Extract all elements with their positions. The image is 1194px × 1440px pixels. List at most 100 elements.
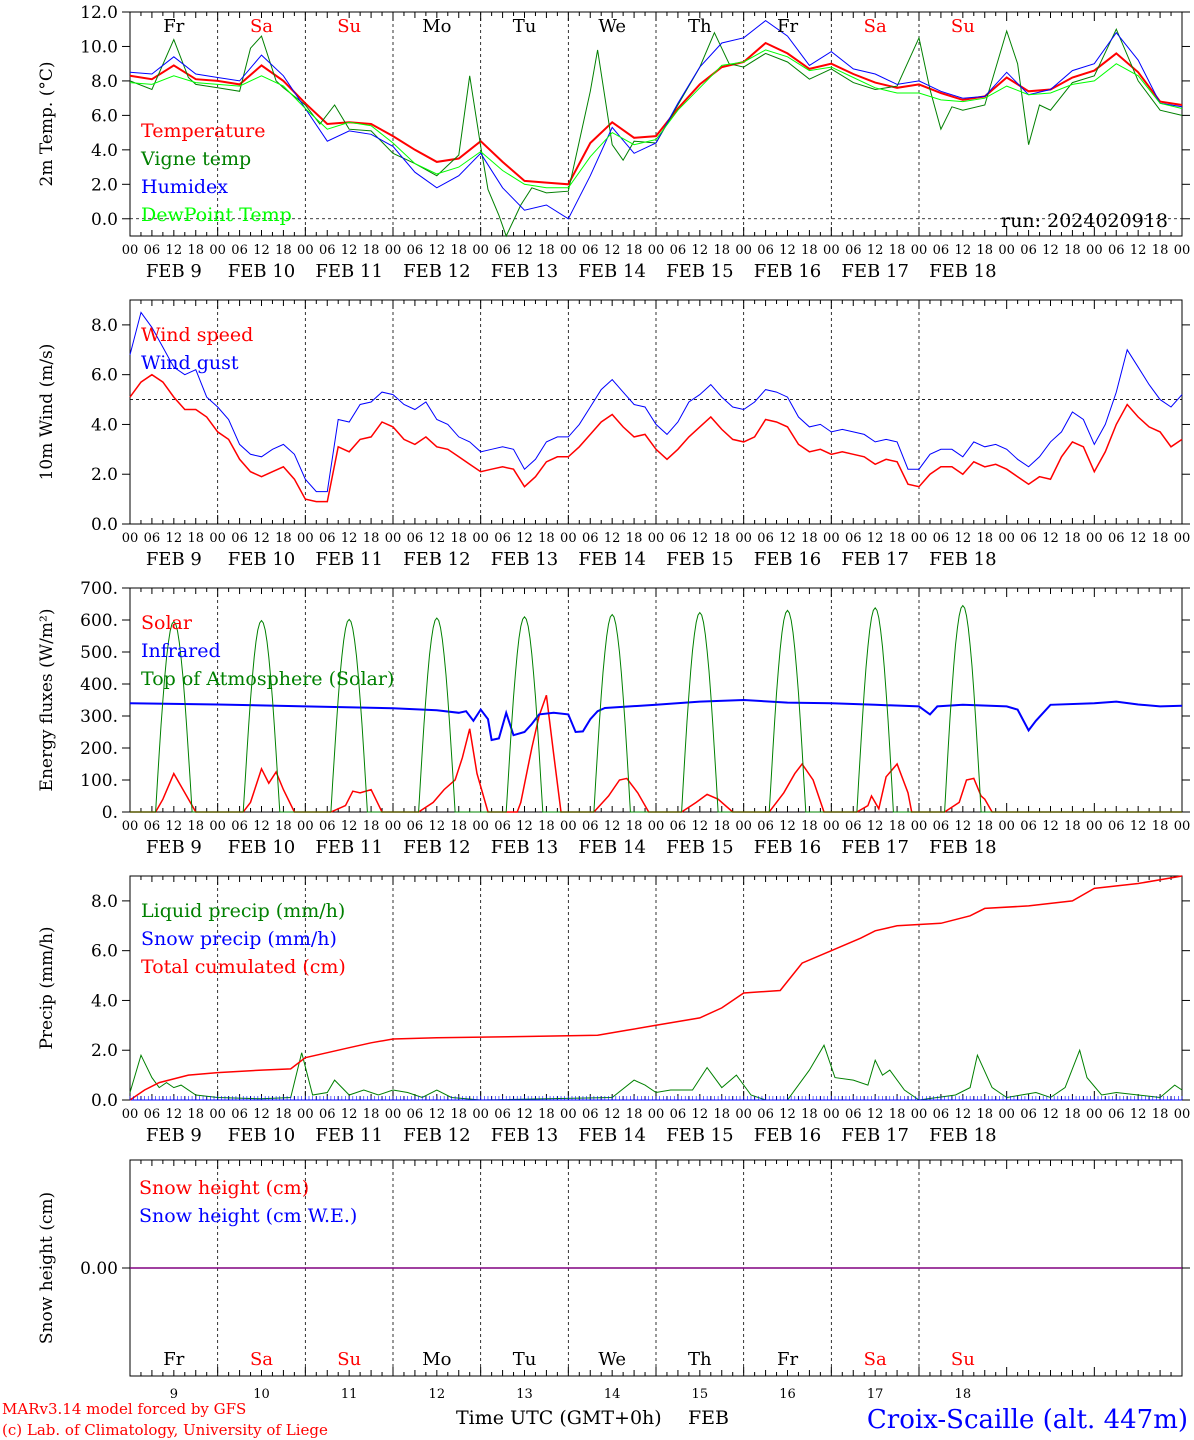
y-tick-label: 400. <box>80 675 118 695</box>
x-tick-label: 00 <box>560 531 577 546</box>
y-tick-label: 2.0 <box>91 175 118 195</box>
x-tick-label: 18 <box>450 1107 467 1122</box>
x-tick-label: 18 <box>538 1107 555 1122</box>
x-tick-label: 18 <box>1064 819 1081 834</box>
date-label: FEB 10 <box>228 549 295 570</box>
date-label: FEB 11 <box>315 1125 382 1146</box>
date-label: FEB 15 <box>666 261 733 282</box>
x-tick-label: 12 <box>341 1107 358 1122</box>
x-tick-label: 18 <box>976 531 993 546</box>
weekday-label: Su <box>951 1349 975 1370</box>
x-tick-label: 06 <box>1020 819 1037 834</box>
x-tick-label: 18 <box>801 1107 818 1122</box>
x-tick-label: 06 <box>319 819 336 834</box>
x-tick-label: 12 <box>1130 1107 1147 1122</box>
x-tick-label: 12 <box>692 531 709 546</box>
x-tick-label: 12 <box>1042 243 1059 258</box>
date-label: FEB 12 <box>403 261 470 282</box>
legend-entry: Humidex <box>141 176 228 198</box>
x-tick-label: 00 <box>472 819 489 834</box>
x-tick-label: 18 <box>976 243 993 258</box>
x-tick-label: 00 <box>209 819 226 834</box>
panel-wind: 0.0 2.0 4.0 6.0 8.0 10m Wind (m/s) 00 06 12 18 00 0… <box>37 299 1190 570</box>
x-tick-label: 06 <box>845 243 862 258</box>
x-tick-label: 12 <box>166 243 183 258</box>
x-tick-label: 12 <box>166 531 183 546</box>
weekday-label: We <box>598 16 626 37</box>
series-line-wind-gust <box>129 311 1183 493</box>
x-tick-label: 18 <box>976 1107 993 1122</box>
x-tick-label: 00 <box>911 819 928 834</box>
x-tick-label: 00 <box>998 531 1015 546</box>
x-tick-label: 00 <box>122 531 139 546</box>
x-tick-label: 00 <box>472 531 489 546</box>
x-tick-label: 12 <box>604 819 621 834</box>
x-tick-label: 18 <box>275 531 292 546</box>
x-tick-label: 18 <box>889 243 906 258</box>
x-tick-label: 00 <box>998 1107 1015 1122</box>
x-tick-label: 06 <box>231 243 248 258</box>
x-tick-label: 18 <box>976 819 993 834</box>
x-tick-label: 06 <box>845 531 862 546</box>
footer: MARv3.14 model forced by GFS (c) Lab. of… <box>2 1400 1188 1439</box>
x-tick-label: 06 <box>494 243 511 258</box>
date-label: FEB 15 <box>666 549 733 570</box>
x-tick-label: 12 <box>604 1107 621 1122</box>
x-tick-label: 12 <box>516 531 533 546</box>
x-tick-label: 00 <box>1086 531 1103 546</box>
day-number-label: 17 <box>867 1387 884 1402</box>
series-line-infrared <box>129 698 1183 742</box>
panel-temperature: 0.0 2.0 4.0 6.0 8.0 10.0 12.0 2m Temp. (°C) 00 06… <box>37 3 1190 282</box>
panels: 0.0 2.0 4.0 6.0 8.0 10.0 12.0 2m Temp. (°C) 00 06… <box>37 3 1190 1402</box>
x-tick-label: 06 <box>845 1107 862 1122</box>
x-tick-label: 00 <box>560 243 577 258</box>
date-label: FEB 18 <box>929 1125 996 1146</box>
date-label: FEB 16 <box>754 261 821 282</box>
x-tick-label: 06 <box>407 531 424 546</box>
x-tick-label: 12 <box>341 819 358 834</box>
x-tick-label: 12 <box>1042 1107 1059 1122</box>
x-tick-label: 00 <box>385 819 402 834</box>
x-tick-label: 18 <box>713 819 730 834</box>
x-tick-label: 00 <box>911 243 928 258</box>
x-tick-label: 12 <box>955 819 972 834</box>
x-tick-label: 00 <box>735 1107 752 1122</box>
x-tick-label: 12 <box>253 531 270 546</box>
x-tick-label: 06 <box>144 531 161 546</box>
x-tick-label: 00 <box>209 531 226 546</box>
x-tick-label: 00 <box>1174 243 1191 258</box>
x-tick-label: 12 <box>779 531 796 546</box>
x-tick-label: 00 <box>297 819 314 834</box>
y-tick-label: 12.0 <box>80 3 118 23</box>
x-tick-label: 12 <box>341 243 358 258</box>
day-number-label: 18 <box>955 1387 972 1402</box>
panel-snow: 0.00 Snow height (cm) Snow height (cm) Snow… <box>37 1159 1190 1402</box>
x-tick-label: 00 <box>122 819 139 834</box>
weekday-label: Sa <box>864 1349 887 1370</box>
x-tick-label: 12 <box>516 819 533 834</box>
x-tick-label: 18 <box>363 531 380 546</box>
day-number-label: 13 <box>516 1387 533 1402</box>
x-tick-label: 18 <box>187 1107 204 1122</box>
x-tick-label: 06 <box>582 819 599 834</box>
weekday-label: Su <box>337 1349 361 1370</box>
y-tick-label: 600. <box>80 611 118 631</box>
y-tick-label: 0. <box>102 803 118 823</box>
date-label: FEB 11 <box>315 261 382 282</box>
x-tick-label: 06 <box>845 819 862 834</box>
x-tick-label: 18 <box>889 1107 906 1122</box>
series-line-vigne-temp <box>129 27 1183 238</box>
x-tick-label: 00 <box>911 1107 928 1122</box>
day-number-label: 15 <box>692 1387 709 1402</box>
x-tick-label: 18 <box>538 243 555 258</box>
date-label: FEB 18 <box>929 837 996 858</box>
x-tick-label: 00 <box>735 531 752 546</box>
weekday-label: Th <box>688 1349 712 1370</box>
x-tick-label: 06 <box>670 243 687 258</box>
date-label: FEB 14 <box>578 549 645 570</box>
x-tick-label: 06 <box>319 531 336 546</box>
x-tick-label: 06 <box>144 819 161 834</box>
x-tick-label: 06 <box>407 243 424 258</box>
date-label: FEB 14 <box>578 837 645 858</box>
x-tick-label: 12 <box>253 1107 270 1122</box>
